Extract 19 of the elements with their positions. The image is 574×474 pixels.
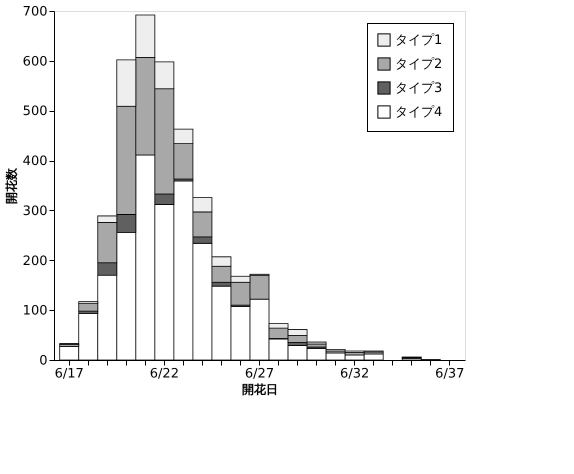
legend-label: タイプ2 <box>395 57 442 72</box>
x-tick-label: 6/32 <box>340 366 370 382</box>
y-tick-label: 600 <box>22 54 48 70</box>
x-tick-label: 6/37 <box>435 366 464 382</box>
y-tick-label: 500 <box>22 104 48 120</box>
y-tick-label: 100 <box>22 304 48 319</box>
y-tick-label: 200 <box>22 254 48 269</box>
legend-label: タイプ3 <box>395 81 442 96</box>
y-tick-label: 400 <box>22 154 48 170</box>
x-tick-label: 6/17 <box>54 366 84 382</box>
y-axis-title: 開花数 <box>4 167 19 204</box>
y-tick-label: 700 <box>22 4 48 20</box>
x-tick-label: 6/27 <box>244 366 274 382</box>
legend-label: タイプ1 <box>395 33 442 48</box>
y-tick-label: 0 <box>39 354 48 368</box>
legend-label: タイプ4 <box>395 105 442 120</box>
y-tick-label: 300 <box>22 204 48 219</box>
x-tick-label: 6/22 <box>150 366 179 382</box>
x-axis-title: 開花日 <box>242 382 278 396</box>
